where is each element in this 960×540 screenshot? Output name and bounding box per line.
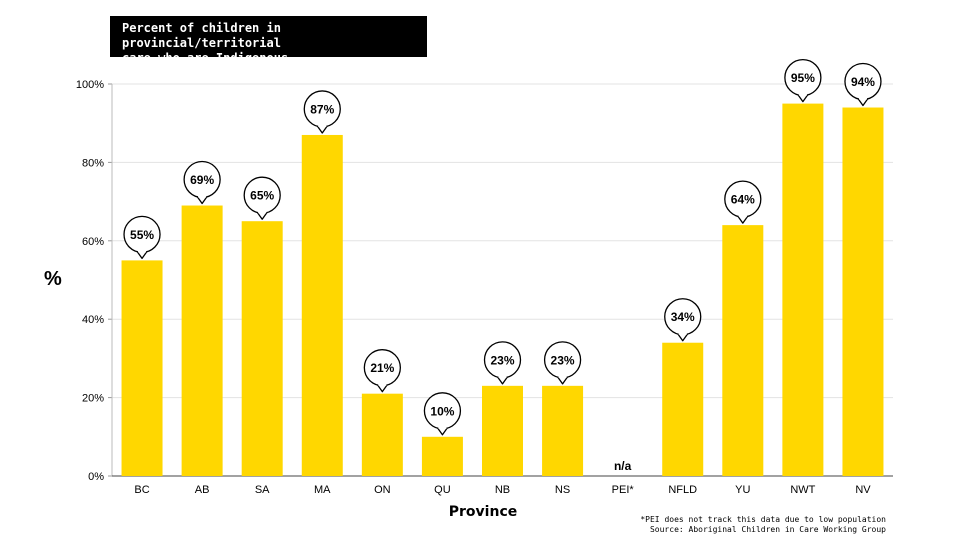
callout-pointer: [797, 94, 809, 103]
data-label: 23%: [551, 353, 575, 367]
x-tick-label: MA: [314, 484, 331, 496]
bar: [782, 103, 824, 476]
x-tick-label: NV: [855, 484, 871, 496]
chart-title-line-1: Percent of children in provincial/territ…: [122, 21, 281, 50]
data-label: 10%: [430, 404, 454, 418]
callout-pointer-mask: [318, 123, 327, 127]
bar: [722, 225, 764, 476]
x-tick-label: YU: [735, 484, 750, 496]
bar: [361, 393, 403, 476]
data-label: 34%: [671, 310, 695, 324]
callout-pointer: [436, 427, 448, 436]
bar: [121, 260, 163, 476]
chart-title: Percent of children in provincial/territ…: [110, 16, 427, 65]
data-label: 21%: [370, 361, 394, 375]
data-label: 69%: [190, 173, 214, 187]
data-label: 87%: [310, 102, 334, 116]
bar: [421, 436, 463, 476]
callout-pointer-mask: [198, 194, 207, 198]
callout-pointer-mask: [678, 331, 687, 335]
bar: [542, 385, 584, 476]
callout-pointer-mask: [738, 214, 747, 218]
callout-pointer: [376, 384, 388, 393]
callout-pointer-mask: [438, 425, 447, 429]
footnote: *PEI does not track this data due to low…: [640, 515, 886, 535]
data-label: 64%: [731, 193, 755, 207]
y-tick-label: 20%: [82, 393, 104, 405]
bar: [842, 107, 884, 477]
footnote-pei-note: *PEI does not track this data due to low…: [640, 515, 886, 524]
bar: [301, 134, 343, 476]
callout-pointer: [557, 376, 569, 385]
callout-pointer: [496, 376, 509, 385]
data-label: 23%: [490, 353, 514, 367]
bar: [662, 342, 704, 476]
x-tick-label: PEI*: [612, 484, 635, 496]
callout-pointer: [136, 251, 148, 260]
callout-pointer: [196, 196, 208, 205]
x-tick-label: SA: [255, 484, 270, 496]
y-tick-label: 40%: [82, 314, 104, 326]
x-tick-label: NB: [495, 484, 510, 496]
callout-pointer-mask: [378, 382, 387, 386]
footnote-source: Source: Aboriginal Children in Care Work…: [649, 525, 886, 534]
x-tick-label: NWT: [790, 484, 815, 496]
x-tick-label: BC: [134, 484, 149, 496]
x-tick-label: AB: [195, 484, 210, 496]
y-tick-label: 0%: [88, 471, 104, 483]
chart-title-line-2: care who are Indigenous: [122, 51, 289, 65]
callout-pointer-mask: [558, 374, 567, 378]
x-tick-label: NFLD: [668, 484, 697, 496]
callout-pointer-mask: [498, 374, 507, 378]
bar: [181, 205, 223, 476]
callout-pointer: [677, 333, 689, 342]
callout-pointer: [857, 98, 869, 107]
x-tick-label: QU: [434, 484, 451, 496]
bar: [241, 221, 283, 476]
callout-pointer-mask: [858, 96, 867, 100]
y-axis-label: %: [44, 268, 62, 290]
callout-pointer: [316, 125, 328, 134]
data-label: 95%: [791, 71, 815, 85]
x-tick-label: ON: [374, 484, 391, 496]
bar: [482, 385, 523, 476]
x-axis-label: Province: [448, 504, 518, 520]
data-label: 65%: [250, 189, 274, 203]
data-label: 55%: [130, 228, 154, 242]
callout-pointer-mask: [798, 92, 807, 96]
callout-pointer-mask: [258, 210, 267, 214]
callout-pointer: [256, 211, 268, 220]
y-tick-label: 60%: [82, 236, 104, 248]
y-tick-label: 100%: [76, 79, 104, 91]
x-tick-label: NS: [555, 484, 570, 496]
data-label: n/a: [614, 459, 632, 473]
callout-pointer: [737, 215, 749, 224]
y-tick-label: 80%: [82, 157, 104, 169]
callout-pointer-mask: [138, 249, 147, 253]
data-label: 94%: [851, 75, 875, 89]
